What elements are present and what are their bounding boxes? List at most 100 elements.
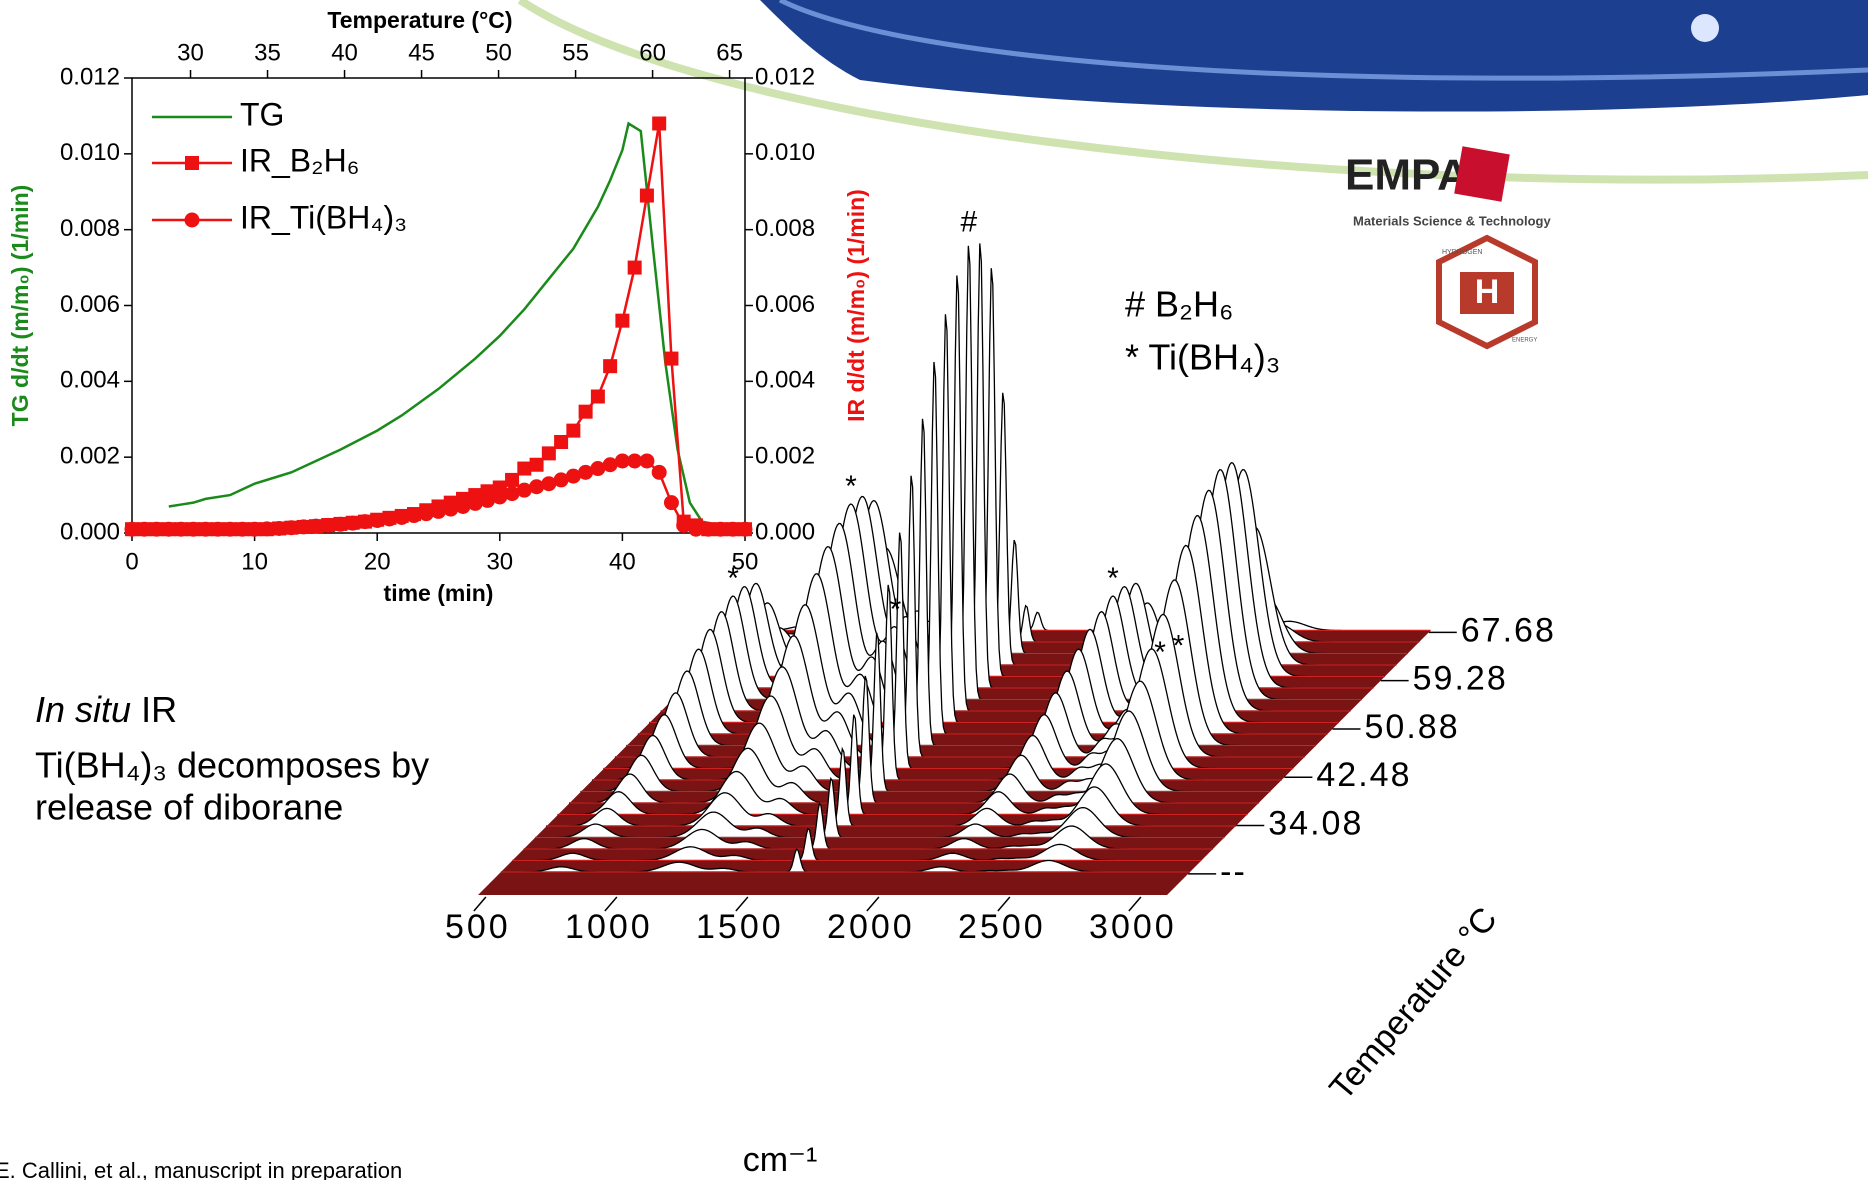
marker xyxy=(259,521,275,537)
marker xyxy=(161,521,177,537)
x2-tick-label: 35 xyxy=(254,39,281,66)
legend-entry: * Ti(BH₄)₃ xyxy=(1125,337,1280,378)
marker xyxy=(184,212,200,228)
marker xyxy=(566,423,581,438)
x-tick-label: 50 xyxy=(732,548,759,575)
marker xyxy=(652,116,667,131)
marker xyxy=(578,404,593,419)
marker xyxy=(627,453,643,469)
marker xyxy=(296,519,312,535)
z-tick-label: -- xyxy=(1220,853,1247,891)
y-tick-label: 0.010 xyxy=(60,139,120,166)
header-swoosh xyxy=(517,0,1868,184)
marker xyxy=(198,521,214,537)
x-tick-label: 2500 xyxy=(958,908,1046,946)
marker xyxy=(185,521,201,537)
x-tick xyxy=(604,896,618,912)
heading-rest: IR xyxy=(141,689,177,730)
marker xyxy=(185,156,199,170)
marker xyxy=(517,461,532,476)
x-tick-label: 2000 xyxy=(827,908,915,946)
marker xyxy=(541,476,557,492)
y2-tick-label: 0.000 xyxy=(755,518,815,545)
marker xyxy=(369,512,385,528)
marker xyxy=(700,521,716,537)
x-tick xyxy=(735,896,749,912)
marker xyxy=(676,517,692,533)
heading-italic: In situ xyxy=(35,689,131,730)
legend-label: TG xyxy=(240,96,284,132)
x2-axis-title: Temperature (°C) xyxy=(327,7,512,33)
x-tick-label: 500 xyxy=(445,908,511,946)
peak-annotation: * xyxy=(1107,562,1119,595)
peak-annotation: * xyxy=(1173,629,1185,662)
marker xyxy=(455,498,471,514)
x2-tick-label: 55 xyxy=(562,39,589,66)
logo-tagline: Materials Science & Technology xyxy=(1353,213,1551,228)
marker xyxy=(541,446,556,461)
x-tick-label: 30 xyxy=(486,548,513,575)
marker xyxy=(492,489,508,505)
marker xyxy=(627,260,642,275)
marker xyxy=(553,472,569,488)
logo-text: EMPA xyxy=(1345,151,1469,200)
legend-label: IR_Ti(BH₄)₃ xyxy=(240,199,407,235)
marker xyxy=(578,464,594,480)
marker xyxy=(222,521,238,537)
marker xyxy=(565,468,581,484)
marker xyxy=(725,521,741,537)
x-tick-label: 20 xyxy=(364,548,391,575)
x-tick-label: 10 xyxy=(241,548,268,575)
marker xyxy=(234,521,250,537)
citation: E. Callini, et al., manuscript in prepar… xyxy=(0,1158,402,1180)
x-tick-label: 0 xyxy=(125,548,138,575)
legend-entry: # B₂H₆ xyxy=(1125,284,1234,325)
heading: In situ IR xyxy=(35,689,177,730)
x-tick-label: 1000 xyxy=(565,908,653,946)
series-line xyxy=(168,121,745,527)
marker xyxy=(394,509,410,525)
x-tick-label: 1500 xyxy=(696,908,784,946)
marker xyxy=(590,461,606,477)
x-axis-title: time (min) xyxy=(384,580,494,606)
y-tick-label: 0.006 xyxy=(60,291,120,318)
z-tick-label: 42.48 xyxy=(1316,756,1411,794)
marker xyxy=(639,188,654,203)
marker xyxy=(283,520,299,536)
y-tick-label: 0.002 xyxy=(60,443,120,470)
marker xyxy=(210,521,226,537)
peak-annotation: * xyxy=(890,593,902,626)
marker xyxy=(639,453,655,469)
y2-tick-label: 0.004 xyxy=(755,367,815,394)
z-tick-label: 34.08 xyxy=(1268,805,1363,843)
marker xyxy=(418,506,434,522)
marker xyxy=(406,508,422,524)
marker xyxy=(737,521,753,537)
marker xyxy=(381,511,397,527)
marker xyxy=(615,313,630,328)
marker xyxy=(308,518,324,534)
y2-tick-label: 0.012 xyxy=(755,63,815,90)
y-tick-label: 0.000 xyxy=(60,518,120,545)
marker xyxy=(712,521,728,537)
marker xyxy=(651,464,667,480)
peak-annotation: * xyxy=(1154,636,1166,669)
legend-label: IR_B₂H₆ xyxy=(240,142,360,178)
marker xyxy=(173,521,189,537)
marker xyxy=(554,435,569,449)
marker xyxy=(603,359,618,374)
y2-axis-title: IR d/dt (m/m₀) (1/min) xyxy=(843,189,869,422)
marker xyxy=(271,520,287,536)
x2-tick-label: 50 xyxy=(485,39,512,66)
marker xyxy=(590,389,605,404)
marker xyxy=(136,521,152,537)
marker xyxy=(529,457,544,472)
x2-tick-label: 60 xyxy=(639,39,666,66)
marker xyxy=(516,482,532,498)
logo-top: HYDROGEN xyxy=(1442,249,1482,256)
marker xyxy=(529,479,545,495)
y2-tick-label: 0.008 xyxy=(755,215,815,242)
body-text: Ti(BH₄)₃ decomposes by xyxy=(35,745,429,786)
y2-tick-label: 0.010 xyxy=(755,139,815,166)
